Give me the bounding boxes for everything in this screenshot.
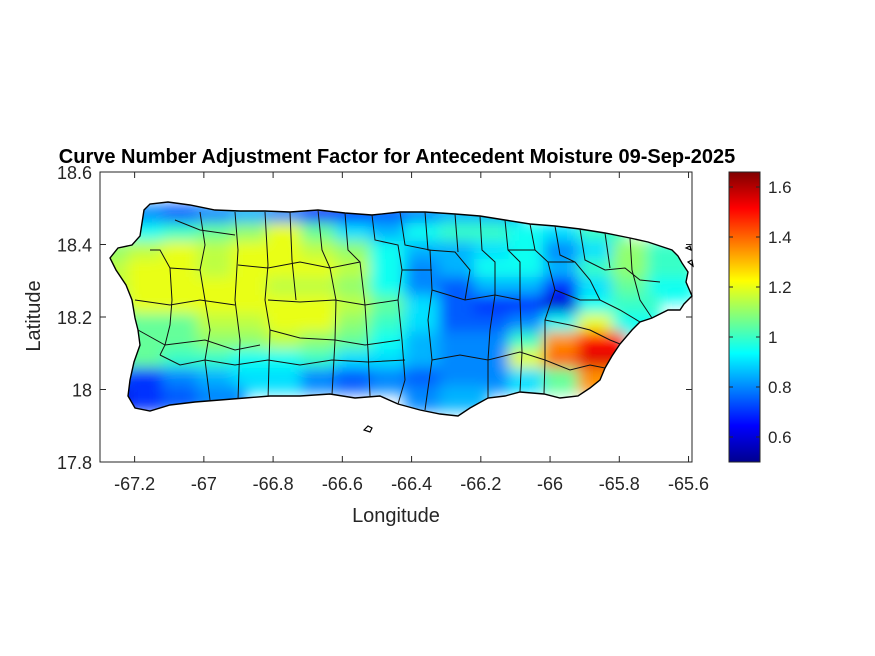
- offshore-islets: [362, 245, 694, 433]
- x-tick-label: -65.6: [668, 474, 709, 494]
- colorbar-tick-label: 0.8: [768, 378, 792, 397]
- y-tick-label: 18.6: [57, 163, 92, 183]
- x-tick-label: -67.2: [114, 474, 155, 494]
- colorbar-gradient: [728, 171, 761, 463]
- x-axis: -67.2 -67 -66.8 -66.6 -66.4 -66.2 -66 -65.8 -65.…: [114, 172, 709, 494]
- x-tick-label: -66: [537, 474, 563, 494]
- y-tick-label: 18: [72, 381, 92, 401]
- x-tick-label: -66.8: [253, 474, 294, 494]
- y-axis-label: Latitude: [23, 280, 45, 351]
- y-tick-label: 17.8: [57, 453, 92, 473]
- x-tick-label: -66.6: [322, 474, 363, 494]
- chart-title: Curve Number Adjustment Factor for Antec…: [59, 146, 735, 168]
- colorbar: 0.6 0.8 1 1.2 1.4 1.6: [728, 171, 792, 463]
- colorbar-tick-label: 1.6: [768, 178, 792, 197]
- colorbar-tick-label: 0.6: [768, 428, 792, 447]
- x-tick-label: -66.2: [460, 474, 501, 494]
- x-tick-label: -67: [191, 474, 217, 494]
- colorbar-tick-label: 1.2: [768, 278, 792, 297]
- x-tick-label: -66.4: [391, 474, 432, 494]
- y-tick-label: 18.2: [57, 308, 92, 328]
- x-axis-label: Longitude: [352, 505, 440, 527]
- y-tick-label: 18.4: [57, 236, 92, 256]
- y-axis: 17.8 18 18.2 18.4 18.6: [57, 163, 692, 473]
- heatmap-layer: [110, 204, 692, 412]
- colorbar-tick-label: 1.4: [768, 228, 792, 247]
- x-tick-label: -65.8: [599, 474, 640, 494]
- colorbar-tick-label: 1: [768, 328, 777, 347]
- municipality-boundaries: [134, 209, 661, 411]
